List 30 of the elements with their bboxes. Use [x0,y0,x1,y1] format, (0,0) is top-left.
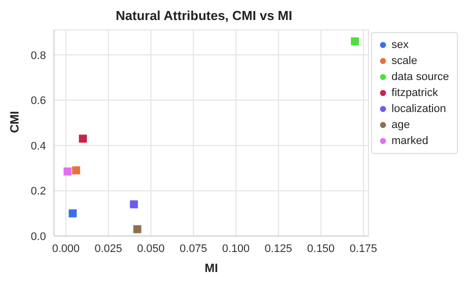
x-axis-title: MI [204,261,218,275]
point [350,37,359,46]
legend-label: localization [392,102,446,117]
point [68,209,77,218]
y-tick-label: 0.8 [30,50,46,62]
y-tick-label: 0.0 [30,230,46,243]
point [72,166,80,174]
point [130,200,138,208]
x-tick-label: 0.075 [180,242,208,255]
point [64,167,72,176]
x-tick-label: 0.000 [52,242,80,255]
legend-label: marked [392,134,428,149]
legend-label: data source [392,70,449,85]
x-tick-label: 0.150 [307,242,335,255]
y-tick-label: 0.6 [30,95,46,108]
point [133,225,142,234]
y-tick-label: 0.4 [30,140,46,152]
x-tick-label: 0.100 [222,242,250,255]
x-tick-label: 0.125 [264,242,292,255]
legend-label: sex [392,38,409,53]
chart-title: Natural Attributes, CMI vs MI [114,8,294,23]
legend-label: fitzpatrick [392,86,438,101]
y-axis-title: CMI [7,111,22,133]
x-tick-label: 0.025 [94,242,122,255]
legend-label: age [392,118,410,133]
x-tick-label: 0.050 [137,242,165,255]
y-tick-label: 0.2 [30,186,46,198]
legend-label: scale [392,54,418,69]
x-tick-label: 0.175 [350,242,378,255]
point [78,134,87,143]
